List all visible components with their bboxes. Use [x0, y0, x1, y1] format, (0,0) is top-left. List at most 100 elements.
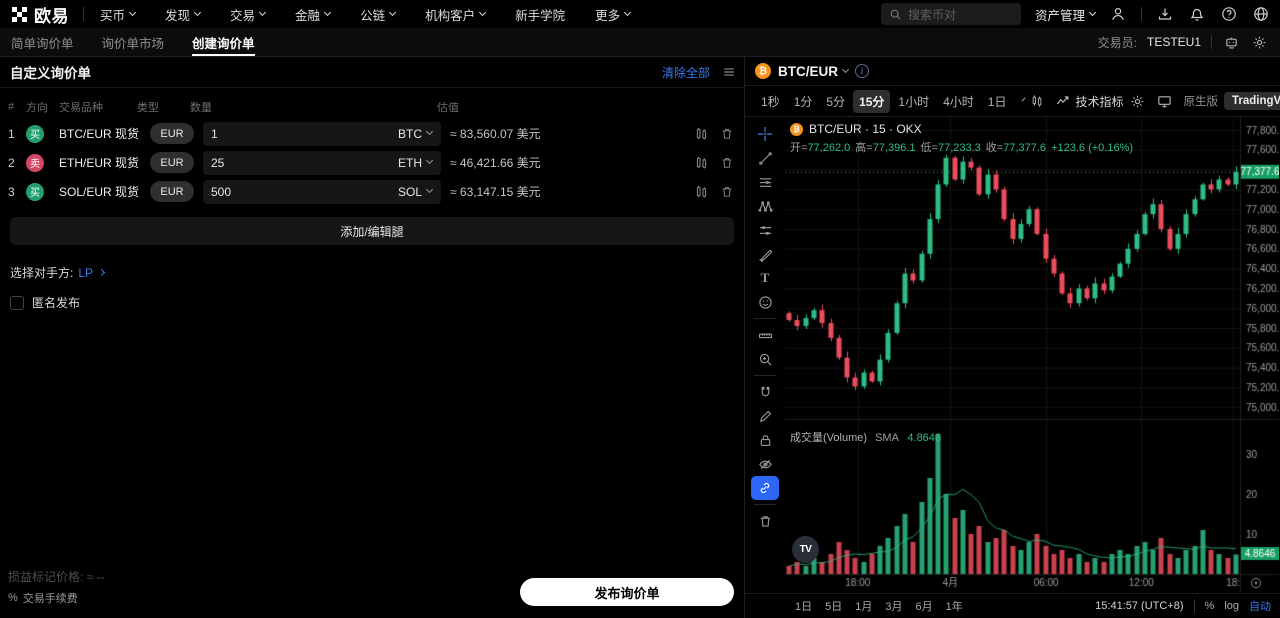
- timeframe-1秒[interactable]: 1秒: [761, 94, 780, 109]
- timeframe-15分[interactable]: 15分: [853, 89, 891, 113]
- quantity-input[interactable]: [203, 184, 398, 199]
- clear-all-link[interactable]: 清除全部: [661, 65, 710, 80]
- profile-icon[interactable]: [1109, 5, 1127, 23]
- percent-scale-toggle[interactable]: %: [1204, 600, 1215, 612]
- delete-leg-icon[interactable]: [720, 156, 734, 170]
- crosshair-icon[interactable]: [751, 122, 779, 146]
- view-chart-candles-icon[interactable]: [695, 127, 708, 140]
- range-tab-1日[interactable]: 1日: [795, 601, 813, 613]
- chevron-down-icon: [425, 127, 434, 136]
- range-tab-1月[interactable]: 1月: [855, 601, 873, 613]
- candle-style-icon[interactable]: [1030, 94, 1044, 108]
- pair-selector[interactable]: BTC/EUR 现货: [59, 127, 140, 141]
- magnet-icon[interactable]: [751, 380, 779, 404]
- sub-tab-1[interactable]: 询价单市场: [101, 36, 165, 51]
- chevron-down-icon: [479, 8, 487, 16]
- help-icon[interactable]: [1220, 5, 1238, 23]
- anonymous-checkbox[interactable]: [10, 295, 24, 310]
- okx-logo[interactable]: 欧易: [0, 2, 83, 27]
- publish-rfq-button[interactable]: 发布询价单: [520, 578, 734, 606]
- search-placeholder: 搜索币对: [907, 7, 956, 22]
- display-icon[interactable]: [1157, 94, 1172, 109]
- type-pill[interactable]: EUR: [150, 181, 194, 202]
- delete-leg-icon[interactable]: [720, 127, 734, 141]
- nav-item-7[interactable]: 更多: [595, 5, 632, 24]
- info-icon[interactable]: i: [855, 64, 869, 78]
- counterparty-label: 选择对手方:: [10, 266, 74, 280]
- xabcd-pattern-icon[interactable]: [751, 194, 779, 218]
- chart-settings-gear-icon[interactable]: [1130, 94, 1145, 109]
- currency-select[interactable]: BTC: [398, 127, 441, 141]
- tradingview-watermark-icon[interactable]: TV: [792, 536, 819, 563]
- pair-selector[interactable]: ETH/EUR 现货: [59, 156, 140, 170]
- timeframe-4小时[interactable]: 4小时: [943, 94, 974, 109]
- delete-leg-icon[interactable]: [720, 185, 734, 199]
- trading-fee[interactable]: % 交易手续费: [8, 590, 105, 606]
- settings-gear-icon[interactable]: [1250, 33, 1268, 51]
- chevron-down-icon: [259, 8, 267, 16]
- search-input[interactable]: 搜索币对: [880, 3, 1021, 25]
- nav-item-6[interactable]: 新手学院: [515, 8, 566, 23]
- nav-item-5[interactable]: 机构客户: [425, 5, 487, 24]
- zoom-in-icon[interactable]: [751, 347, 779, 371]
- emoji-icon[interactable]: [751, 290, 779, 314]
- lock-icon[interactable]: [751, 428, 779, 452]
- counterparty-link[interactable]: LP: [78, 266, 106, 280]
- log-scale-toggle[interactable]: log: [1224, 600, 1239, 612]
- sync-drawings-icon[interactable]: [751, 476, 779, 500]
- range-tab-6月[interactable]: 6月: [915, 601, 933, 613]
- chevron-down-icon: [425, 156, 434, 165]
- bot-icon[interactable]: [1222, 33, 1240, 51]
- view-chart-candles-icon[interactable]: [695, 156, 708, 169]
- position-tool-icon[interactable]: [751, 218, 779, 242]
- text-tool-icon[interactable]: T: [760, 270, 770, 285]
- native-version-toggle[interactable]: 原生版: [1183, 96, 1219, 108]
- add-edit-legs-button[interactable]: 添加/编辑腿: [10, 217, 734, 245]
- timeframe-1日[interactable]: 1日: [987, 94, 1007, 109]
- nav-item-2[interactable]: 交易: [230, 5, 267, 24]
- range-tab-5日[interactable]: 5日: [825, 601, 843, 613]
- download-app-icon[interactable]: [1156, 5, 1174, 23]
- notifications-icon[interactable]: [1188, 5, 1206, 23]
- panel-menu-icon[interactable]: [720, 63, 738, 81]
- currency-select[interactable]: ETH: [398, 156, 441, 170]
- pair-selector[interactable]: SOL/EUR 现货: [59, 185, 140, 199]
- drawing-toolbar: T: [745, 117, 785, 593]
- symbol-selector[interactable]: BTC/EUR: [778, 64, 850, 79]
- clock[interactable]: 15:41:57 (UTC+8): [1095, 600, 1184, 612]
- nav-item-3[interactable]: 金融: [295, 5, 332, 24]
- tradingview-version-toggle[interactable]: TradingView: [1224, 92, 1280, 110]
- indicators-button[interactable]: 技术指标: [1056, 93, 1124, 110]
- auto-scale-toggle[interactable]: 自动: [1249, 601, 1271, 613]
- timeframe-more-icon[interactable]: [1021, 96, 1027, 102]
- language-globe-icon[interactable]: [1252, 5, 1270, 23]
- candlestick-chart[interactable]: [785, 117, 1279, 592]
- quantity-input[interactable]: [203, 155, 398, 170]
- fib-lines-icon[interactable]: [751, 170, 779, 194]
- divider: [754, 504, 776, 505]
- sub-tab-0[interactable]: 简单询价单: [11, 36, 74, 51]
- view-chart-candles-icon[interactable]: [695, 185, 708, 198]
- trend-line-icon[interactable]: [751, 146, 779, 170]
- timeframe-5分[interactable]: 5分: [826, 94, 846, 109]
- assets-menu[interactable]: 资产管理: [1035, 5, 1097, 24]
- timeframe-1小时[interactable]: 1小时: [898, 94, 930, 109]
- trash-icon[interactable]: [751, 509, 779, 533]
- quantity-input[interactable]: [203, 126, 398, 141]
- type-pill[interactable]: EUR: [150, 152, 194, 173]
- timeframe-1分[interactable]: 1分: [793, 94, 813, 109]
- currency-select[interactable]: SOL: [398, 185, 441, 199]
- type-pill[interactable]: EUR: [150, 123, 194, 144]
- range-tab-1年[interactable]: 1年: [945, 601, 963, 613]
- brush-icon[interactable]: [751, 242, 779, 266]
- hide-drawings-icon[interactable]: [751, 452, 779, 476]
- nav-item-0[interactable]: 买币: [100, 5, 137, 24]
- ruler-icon[interactable]: [751, 323, 779, 347]
- sub-tab-2[interactable]: 创建询价单: [192, 28, 255, 56]
- edit-pencil-icon[interactable]: [751, 404, 779, 428]
- nav-item-1[interactable]: 发现: [165, 5, 202, 24]
- chevron-down-icon: [1088, 8, 1097, 16]
- nav-item-4[interactable]: 公链: [360, 5, 397, 24]
- range-tab-3月[interactable]: 3月: [885, 601, 903, 613]
